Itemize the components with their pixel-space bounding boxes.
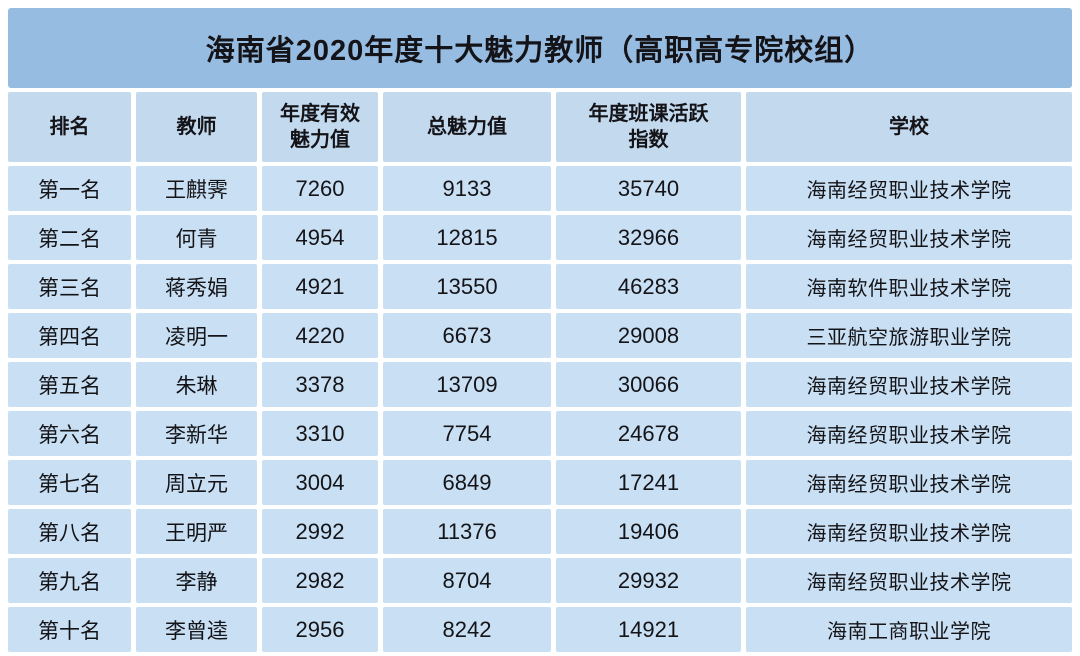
rank-cell: 第一名 — [8, 166, 131, 211]
table-title: 海南省2020年度十大魅力教师（高职高专院校组） — [8, 8, 1072, 88]
rank-cell: 第四名 — [8, 313, 131, 358]
annual-charm-cell: 2982 — [262, 558, 378, 603]
school-cell: 海南经贸职业技术学院 — [746, 215, 1072, 260]
annual-charm-cell: 2992 — [262, 509, 378, 554]
total-charm-cell: 13709 — [383, 362, 551, 407]
table-row: 第六名 李新华 3310 7754 24678 海南经贸职业技术学院 — [8, 411, 1072, 456]
total-charm-cell: 8704 — [383, 558, 551, 603]
annual-charm-cell: 3004 — [262, 460, 378, 505]
column-header-annual-charm: 年度有效 魅力值 — [262, 92, 378, 162]
table-row: 第十名 李曾逵 2956 8242 14921 海南工商职业学院 — [8, 607, 1072, 652]
table-row: 第五名 朱琳 3378 13709 30066 海南经贸职业技术学院 — [8, 362, 1072, 407]
annual-charm-cell: 4220 — [262, 313, 378, 358]
school-cell: 海南经贸职业技术学院 — [746, 166, 1072, 211]
column-header-total-charm: 总魅力值 — [383, 92, 551, 162]
teacher-cell: 何青 — [136, 215, 257, 260]
table-row: 第四名 凌明一 4220 6673 29008 三亚航空旅游职业学院 — [8, 313, 1072, 358]
rank-cell: 第六名 — [8, 411, 131, 456]
table-body: 第一名 王麒霁 7260 9133 35740 海南经贸职业技术学院 第二名 何… — [8, 166, 1072, 652]
activity-index-cell: 29932 — [556, 558, 741, 603]
rank-cell: 第二名 — [8, 215, 131, 260]
column-header-teacher: 教师 — [136, 92, 257, 162]
rank-cell: 第十名 — [8, 607, 131, 652]
table-row: 第一名 王麒霁 7260 9133 35740 海南经贸职业技术学院 — [8, 166, 1072, 211]
rank-cell: 第九名 — [8, 558, 131, 603]
table-row: 第七名 周立元 3004 6849 17241 海南经贸职业技术学院 — [8, 460, 1072, 505]
table-row: 第八名 王明严 2992 11376 19406 海南经贸职业技术学院 — [8, 509, 1072, 554]
column-header-activity-index: 年度班课活跃 指数 — [556, 92, 741, 162]
activity-index-cell: 17241 — [556, 460, 741, 505]
total-charm-cell: 8242 — [383, 607, 551, 652]
table-header-row: 排名 教师 年度有效 魅力值 总魅力值 年度班课活跃 指数 学校 — [8, 92, 1072, 162]
total-charm-cell: 6849 — [383, 460, 551, 505]
activity-index-cell: 32966 — [556, 215, 741, 260]
school-cell: 海南经贸职业技术学院 — [746, 411, 1072, 456]
annual-charm-cell: 4954 — [262, 215, 378, 260]
annual-charm-cell: 4921 — [262, 264, 378, 309]
teacher-cell: 朱琳 — [136, 362, 257, 407]
teacher-cell: 李曾逵 — [136, 607, 257, 652]
activity-index-cell: 19406 — [556, 509, 741, 554]
teacher-cell: 王明严 — [136, 509, 257, 554]
school-cell: 三亚航空旅游职业学院 — [746, 313, 1072, 358]
school-cell: 海南软件职业技术学院 — [746, 264, 1072, 309]
column-header-rank: 排名 — [8, 92, 131, 162]
total-charm-cell: 11376 — [383, 509, 551, 554]
school-cell: 海南经贸职业技术学院 — [746, 362, 1072, 407]
table-row: 第三名 蒋秀娟 4921 13550 46283 海南软件职业技术学院 — [8, 264, 1072, 309]
rank-cell: 第八名 — [8, 509, 131, 554]
total-charm-cell: 7754 — [383, 411, 551, 456]
school-cell: 海南工商职业学院 — [746, 607, 1072, 652]
column-header-school: 学校 — [746, 92, 1072, 162]
annual-charm-cell: 2956 — [262, 607, 378, 652]
school-cell: 海南经贸职业技术学院 — [746, 558, 1072, 603]
total-charm-cell: 12815 — [383, 215, 551, 260]
activity-index-cell: 46283 — [556, 264, 741, 309]
total-charm-cell: 6673 — [383, 313, 551, 358]
annual-charm-cell: 7260 — [262, 166, 378, 211]
teacher-cell: 蒋秀娟 — [136, 264, 257, 309]
rank-cell: 第七名 — [8, 460, 131, 505]
activity-index-cell: 35740 — [556, 166, 741, 211]
school-cell: 海南经贸职业技术学院 — [746, 460, 1072, 505]
annual-charm-cell: 3310 — [262, 411, 378, 456]
table-row: 第九名 李静 2982 8704 29932 海南经贸职业技术学院 — [8, 558, 1072, 603]
activity-index-cell: 30066 — [556, 362, 741, 407]
annual-charm-cell: 3378 — [262, 362, 378, 407]
teacher-cell: 凌明一 — [136, 313, 257, 358]
total-charm-cell: 9133 — [383, 166, 551, 211]
total-charm-cell: 13550 — [383, 264, 551, 309]
teacher-cell: 李新华 — [136, 411, 257, 456]
rank-cell: 第三名 — [8, 264, 131, 309]
teacher-cell: 周立元 — [136, 460, 257, 505]
activity-index-cell: 29008 — [556, 313, 741, 358]
table-row: 第二名 何青 4954 12815 32966 海南经贸职业技术学院 — [8, 215, 1072, 260]
activity-index-cell: 14921 — [556, 607, 741, 652]
teacher-cell: 王麒霁 — [136, 166, 257, 211]
rank-cell: 第五名 — [8, 362, 131, 407]
school-cell: 海南经贸职业技术学院 — [746, 509, 1072, 554]
activity-index-cell: 24678 — [556, 411, 741, 456]
teacher-cell: 李静 — [136, 558, 257, 603]
